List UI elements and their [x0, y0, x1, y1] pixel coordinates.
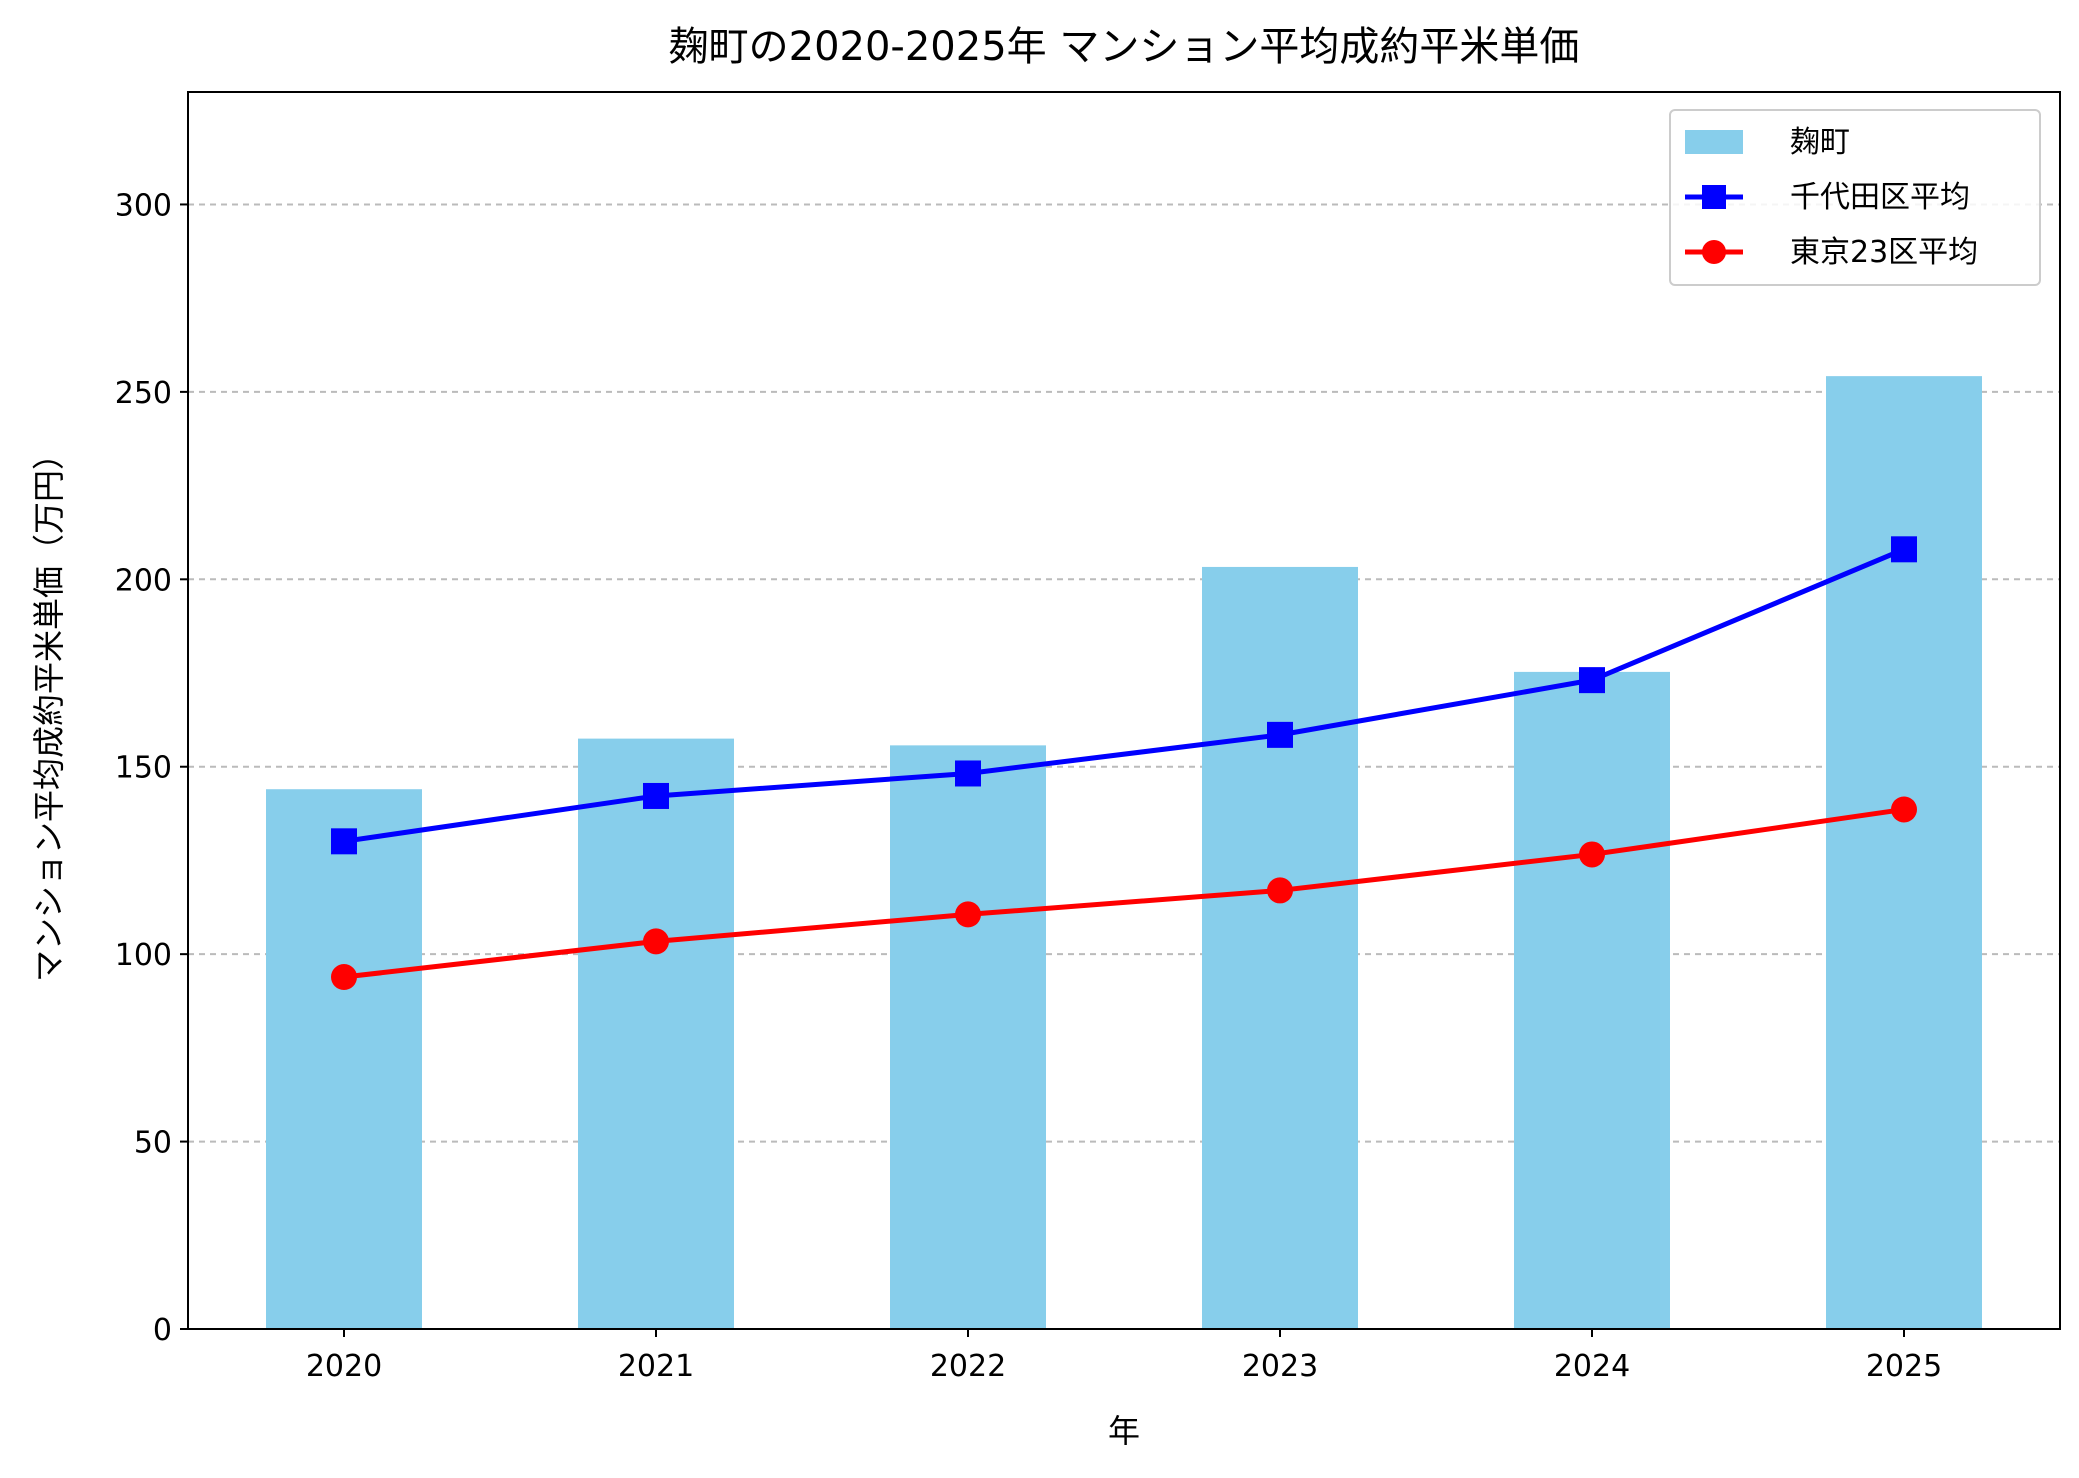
y-axis-ticks: 0 50 100 150 200 250 300 [115, 188, 188, 1348]
series-line [343, 547, 1905, 844]
legend-marker-circle [1702, 240, 1726, 264]
marker-circle [643, 928, 669, 955]
chart-title: 麹町の2020-2025年 マンション平均成約平米単価 [669, 24, 1580, 70]
bar [1826, 376, 1982, 1330]
legend-label-0: 麹町 [1790, 125, 1850, 160]
legend-swatch-bar [1685, 130, 1743, 154]
marker-square [1891, 536, 1917, 563]
marker-circle [955, 901, 981, 928]
x-axis-label: 年 [1108, 1412, 1140, 1450]
y-tick-label: 100 [115, 938, 172, 973]
y-tick-label: 200 [115, 563, 172, 598]
x-tick-label: 2022 [930, 1349, 1006, 1384]
lines [331, 536, 1917, 991]
bar [266, 789, 422, 1329]
marker-square [331, 828, 357, 855]
y-tick-label: 0 [153, 1313, 172, 1348]
marker-square [955, 760, 981, 787]
legend-marker-square [1702, 185, 1726, 209]
x-tick-label: 2024 [1554, 1349, 1630, 1384]
y-tick-label: 250 [115, 376, 172, 411]
x-tick-label: 2025 [1866, 1349, 1942, 1384]
marker-circle [1267, 877, 1293, 904]
plot-frame [187, 91, 2061, 1330]
x-axis-ticks: 2020 2021 2022 2023 2024 2025 [306, 1329, 1942, 1384]
y-tick-label: 50 [134, 1126, 172, 1161]
grid-lines [188, 203, 2060, 1143]
bar [1514, 671, 1670, 1329]
legend-label-2: 東京23区平均 [1790, 235, 1978, 270]
marker-circle [1891, 796, 1917, 823]
y-tick-label: 150 [115, 751, 172, 786]
marker-circle [331, 964, 357, 991]
marker-square [1267, 721, 1293, 748]
marker-circle [1579, 841, 1605, 868]
legend: 麹町 千代田区平均 東京23区平均 [1669, 109, 2041, 286]
marker-square [643, 782, 669, 809]
bar [890, 745, 1046, 1329]
x-tick-label: 2021 [618, 1349, 694, 1384]
y-axis-label: マンション平均成約平米単価（万円） [30, 438, 68, 982]
legend-label-1: 千代田区平均 [1790, 180, 1970, 215]
bar [578, 738, 734, 1329]
x-tick-label: 2020 [306, 1349, 382, 1384]
series-line [343, 806, 1905, 980]
bar [1202, 566, 1358, 1329]
marker-square [1579, 667, 1605, 694]
y-tick-label: 300 [115, 188, 172, 223]
x-tick-label: 2023 [1242, 1349, 1318, 1384]
bars [266, 376, 1982, 1330]
